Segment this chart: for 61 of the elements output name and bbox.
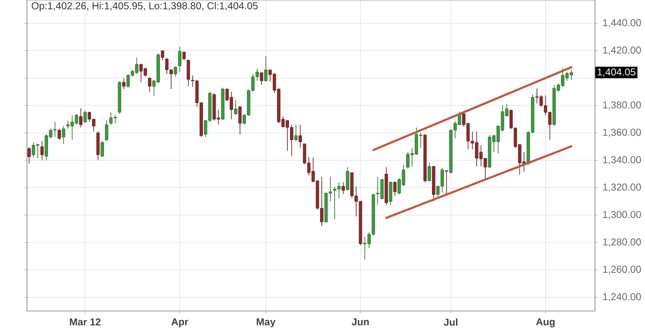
candlestick — [62, 126, 66, 144]
candlestick — [234, 100, 238, 116]
x-tick-label: Jul — [444, 318, 458, 326]
candlestick — [342, 182, 345, 194]
text: 1,404.05 — [598, 68, 636, 77]
candlestick — [96, 131, 100, 161]
candlestick — [174, 66, 178, 78]
x-tick-label: Aug — [536, 318, 555, 328]
x-tick-label: Mar 12 — [70, 318, 101, 326]
candlestick — [264, 56, 268, 82]
candlestick — [380, 178, 384, 200]
candlestick — [32, 142, 36, 158]
candlestick — [479, 144, 483, 167]
candlestick — [393, 181, 397, 196]
candlestick — [83, 110, 87, 124]
candlestick — [88, 111, 92, 122]
x-tick-label: Apr — [171, 318, 188, 328]
candlestick — [260, 72, 264, 86]
candlestick — [40, 140, 44, 161]
candlestick — [53, 122, 57, 138]
x-tick-label: May — [256, 318, 276, 328]
annotation: Op:1,402.26, Hi:1,405.95, Lo:1,398.80, Cl:1,404.05 — [32, 2, 258, 12]
x-tick-label: Jun — [352, 318, 369, 326]
y-tick-label: 1,380.00 — [603, 101, 641, 110]
candlestick — [178, 46, 182, 72]
y-tick-label: 1,340.00 — [603, 156, 641, 164]
candlestick — [444, 170, 448, 194]
candlestick — [139, 63, 143, 83]
y-tick-label: 1,260.00 — [603, 266, 641, 274]
candlestick — [104, 120, 108, 142]
candlestick — [74, 113, 78, 126]
candlestick — [298, 124, 302, 148]
candlestick — [58, 128, 61, 140]
candlestick — [333, 186, 336, 220]
y-tick-label: 1,240.00 — [603, 293, 641, 302]
candlestick — [346, 166, 350, 191]
candlestick — [160, 50, 164, 61]
candlestick — [28, 146, 31, 164]
y-tick-label: 1,420.00 — [603, 46, 641, 55]
candlestick — [414, 127, 418, 156]
y-tick-label: 1,320.00 — [603, 184, 641, 192]
y-tick-label: 1,280.00 — [603, 238, 641, 247]
candlestick — [109, 112, 113, 126]
candlestick — [126, 74, 130, 88]
y-tick-label: 1,440.00 — [603, 19, 641, 28]
candlestick — [100, 140, 104, 158]
candlestick — [337, 182, 341, 199]
candlestick — [535, 88, 539, 104]
candlestick — [428, 162, 431, 182]
y-tick-label: 1,360.00 — [603, 128, 641, 138]
candlestick — [122, 78, 126, 90]
candlestick — [570, 70, 573, 80]
candlestick — [388, 181, 392, 206]
candlestick — [186, 59, 190, 87]
candlestick — [148, 77, 152, 92]
candlestick — [294, 124, 298, 142]
candlestick — [238, 106, 242, 135]
candlestick — [376, 176, 380, 206]
y-tick-label: 1,300.00 — [603, 210, 641, 220]
candlestick — [79, 108, 82, 128]
candlestick — [230, 91, 234, 120]
